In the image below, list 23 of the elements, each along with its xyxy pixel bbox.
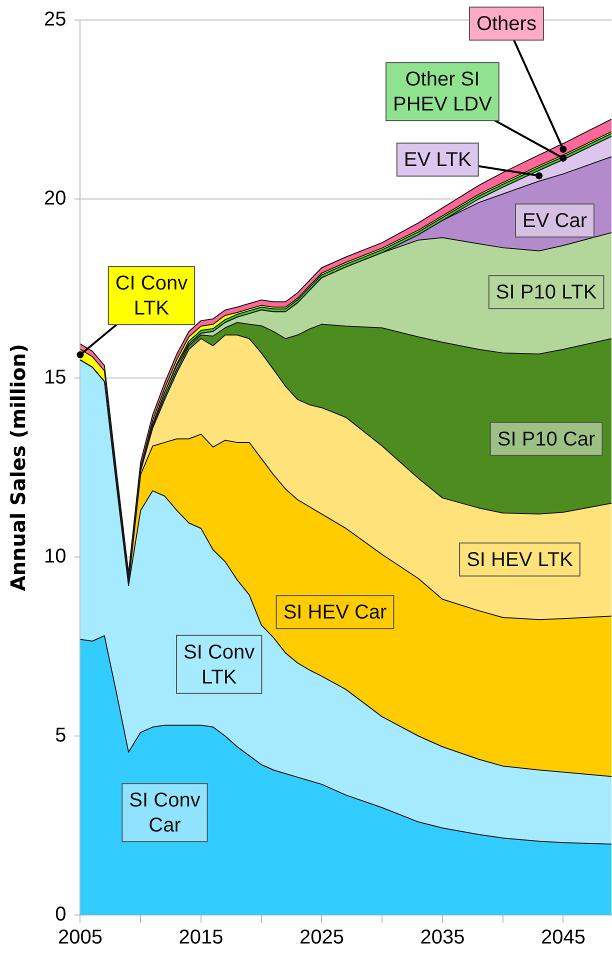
x-tick-label: 2005 (58, 926, 102, 949)
series-label: CI Conv LTK (115, 272, 188, 320)
x-tick-label: 2015 (178, 926, 224, 949)
text: Others (476, 13, 536, 36)
y-tick-label: 20 (44, 188, 66, 210)
y-tick-label: 0 (55, 904, 66, 926)
y-tick-label: 15 (44, 366, 66, 389)
x-tick-label: 2035 (420, 926, 465, 949)
x-tick-label: 2025 (299, 926, 344, 949)
y-tick-label: 10 (44, 546, 66, 568)
y-tick-label: 25 (44, 8, 66, 31)
series-label: SI Conv LTK (184, 641, 255, 688)
series-label: EV Car (522, 210, 588, 232)
y-tick-label: 5 (55, 724, 66, 747)
y-axis-title: Annual Sales (million) (6, 344, 30, 592)
series-label: SI Conv Car (129, 790, 200, 837)
text: Other SI PHEV LDV (392, 68, 493, 116)
series-label: SI HEV LTK (466, 549, 574, 572)
series-label: SI P10 LTK (496, 282, 598, 304)
series-label: SI P10 Car (497, 428, 596, 450)
x-tick-label: 2045 (540, 926, 586, 949)
series-label: SI HEV Car (283, 602, 388, 624)
series-label: EV LTK (404, 149, 472, 172)
